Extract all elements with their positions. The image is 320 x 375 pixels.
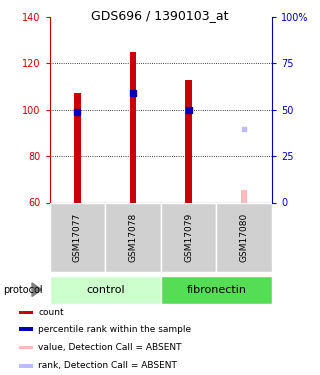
Text: value, Detection Call = ABSENT: value, Detection Call = ABSENT [38,343,182,352]
Bar [74,93,81,202]
Text: GSM17078: GSM17078 [129,213,138,262]
Text: rank, Detection Call = ABSENT: rank, Detection Call = ABSENT [38,361,177,370]
Bar [50,276,161,304]
Bar [19,327,33,331]
Bar [161,276,272,304]
Polygon shape [32,283,42,296]
Text: control: control [86,285,124,295]
Bar [105,202,161,272]
Text: GSM17079: GSM17079 [184,213,193,262]
Bar [19,346,33,350]
Text: count: count [38,308,64,317]
Bar [161,202,216,272]
Bar [50,202,105,272]
Bar [19,364,33,368]
Bar [216,202,272,272]
Bar [130,52,136,202]
Bar [241,190,247,202]
Text: GSM17080: GSM17080 [240,213,249,262]
Text: GDS696 / 1390103_at: GDS696 / 1390103_at [91,9,229,22]
Text: fibronectin: fibronectin [186,285,246,295]
Text: GSM17077: GSM17077 [73,213,82,262]
Bar [185,80,192,203]
Bar [19,310,33,314]
Text: protocol: protocol [3,285,43,295]
Text: percentile rank within the sample: percentile rank within the sample [38,325,191,334]
